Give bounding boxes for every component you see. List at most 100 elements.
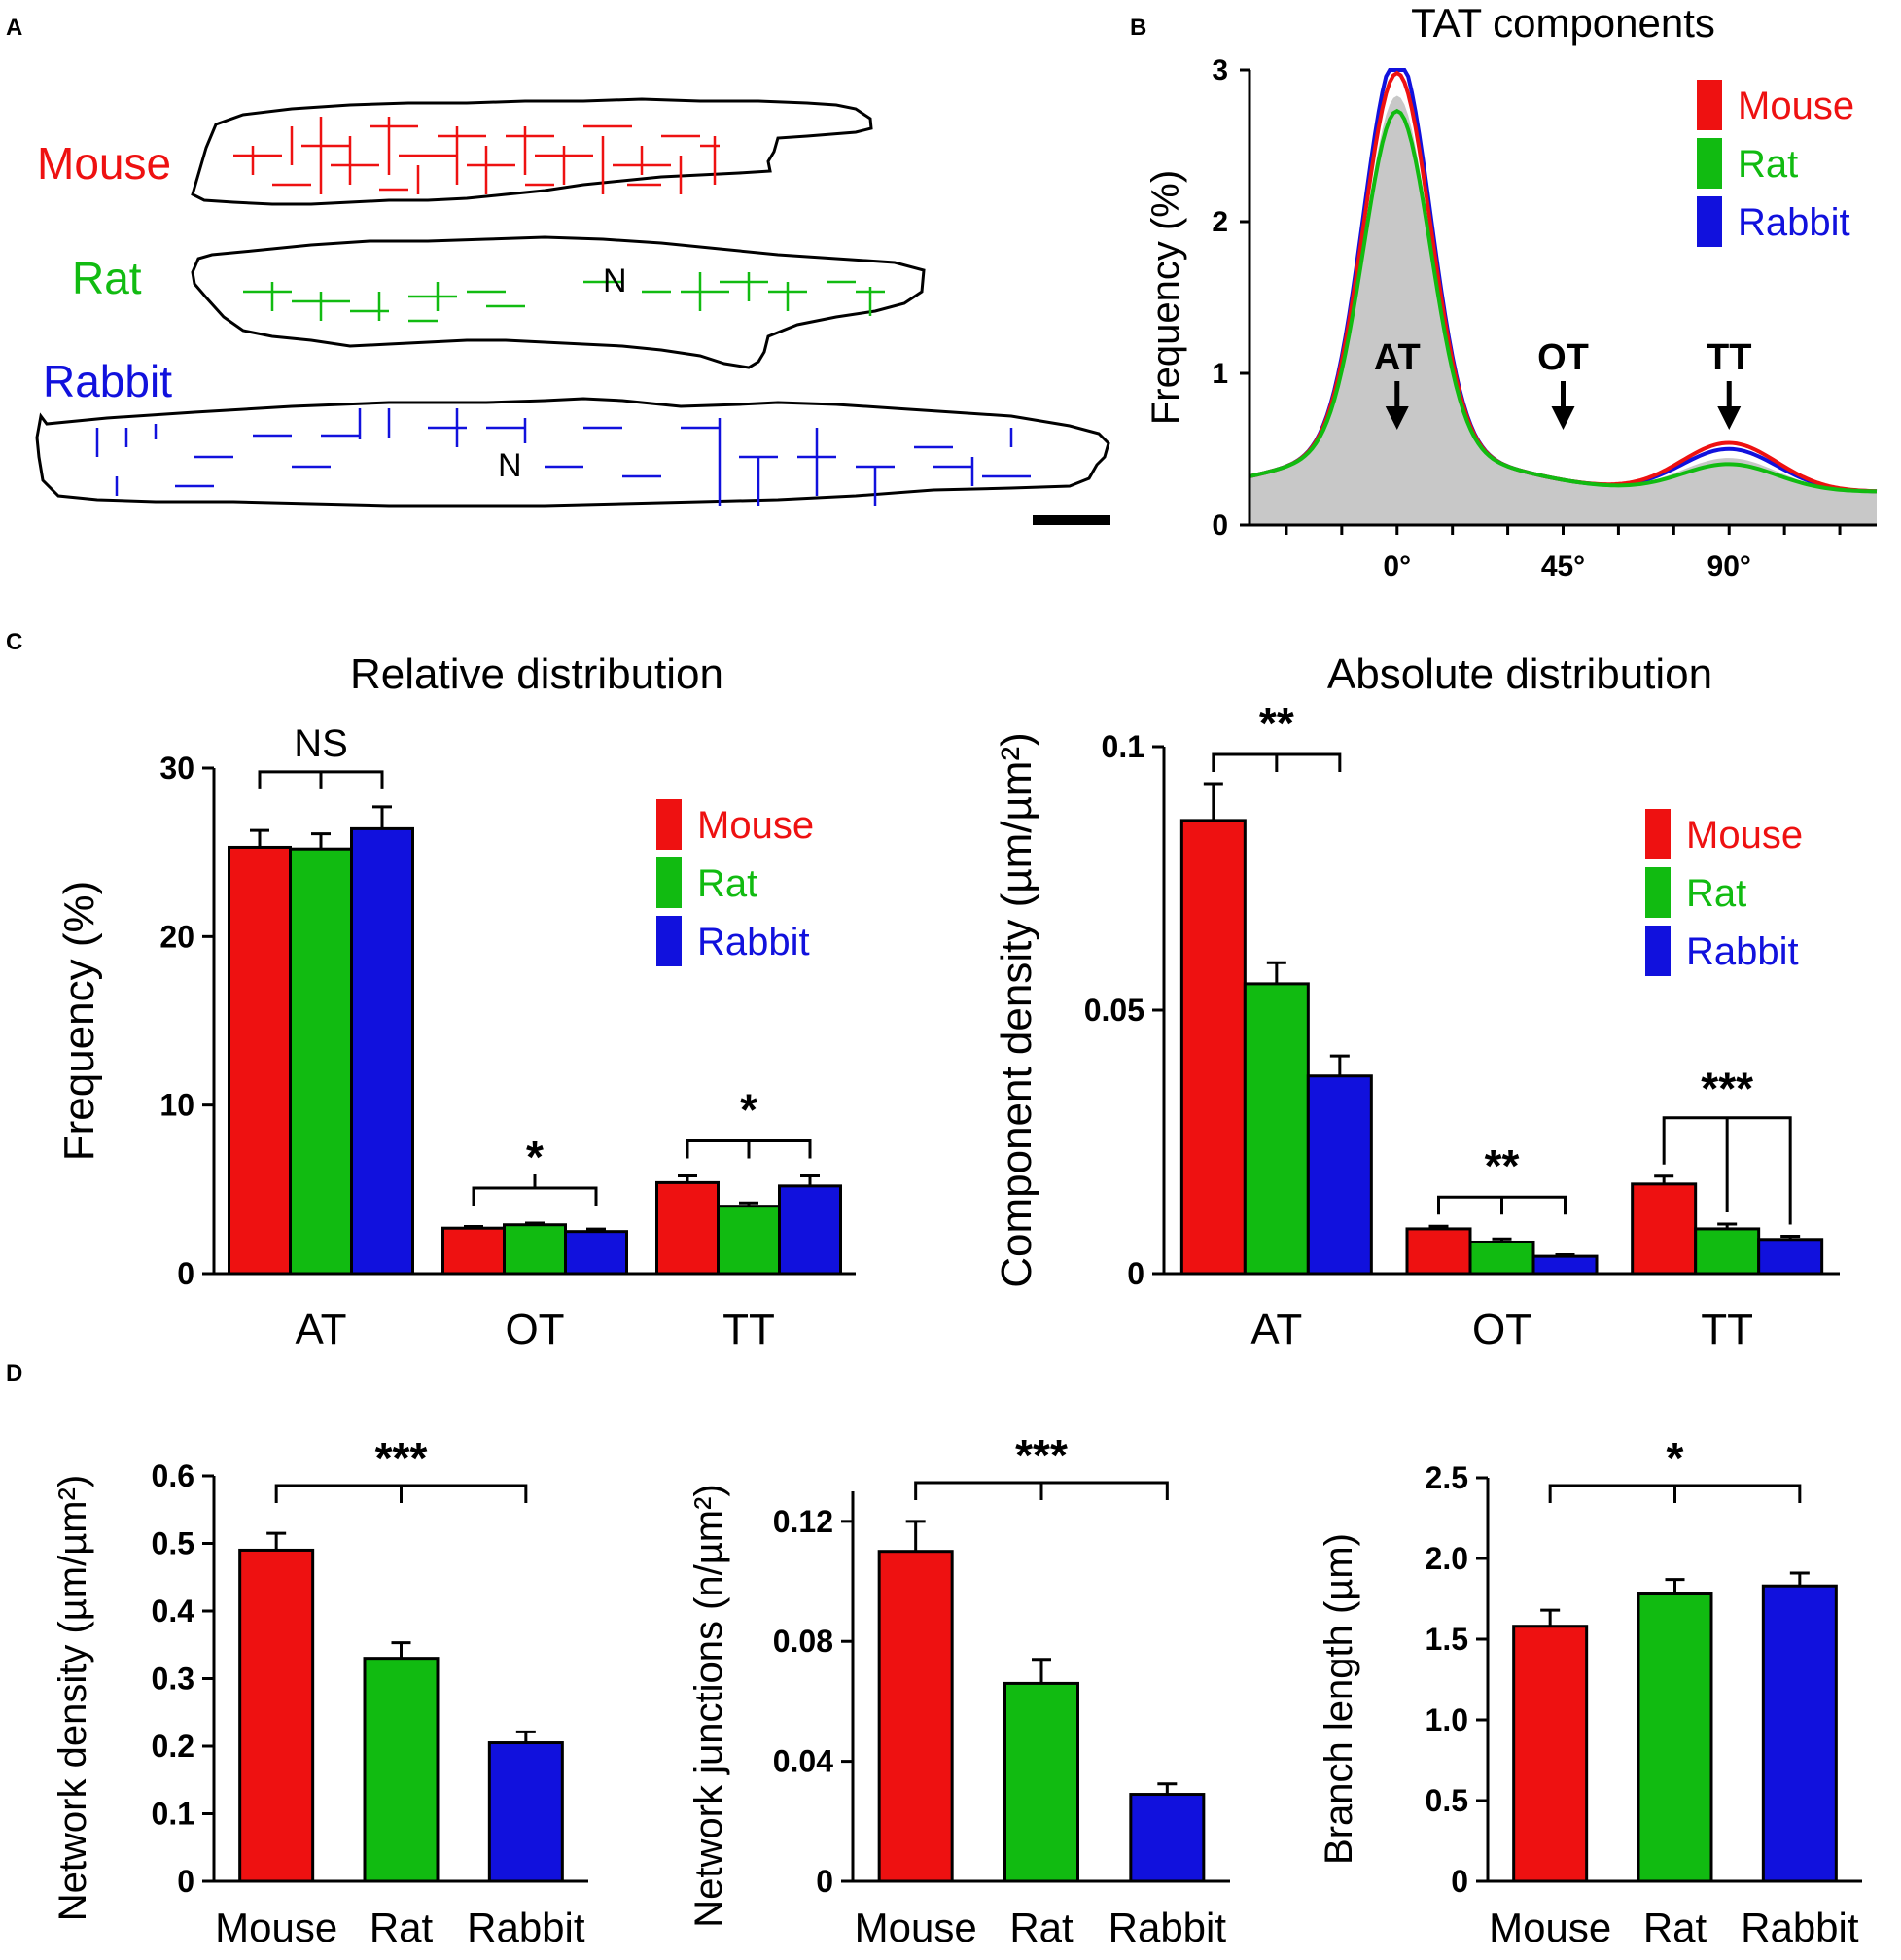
y-tick-label: 10 — [159, 1088, 194, 1123]
panel-letter-b: B — [1130, 15, 1146, 41]
y-tick-label: 0.5 — [152, 1526, 194, 1561]
chart-title: TAT components — [1411, 0, 1715, 46]
bar-rabbit — [1129, 1793, 1206, 1883]
arrow-head — [1385, 406, 1409, 430]
arrow-label-at: AT — [1374, 337, 1421, 378]
x-tick-label: OT — [505, 1306, 564, 1353]
tubule-network-rat — [243, 272, 885, 323]
y-tick-label: 0 — [1127, 1256, 1144, 1291]
y-tick-label: 0.1 — [152, 1797, 194, 1832]
bar-rabbit-at — [350, 826, 414, 1276]
y-tick-label: 0.04 — [773, 1744, 833, 1779]
x-tick-label: Rabbit — [1741, 1905, 1859, 1950]
significance-label: * — [526, 1132, 544, 1182]
bar-rat-ot — [503, 1223, 567, 1276]
legend-swatch-mouse — [1645, 809, 1671, 859]
significance-bracket — [1212, 752, 1342, 772]
bar-mouse-ot — [1405, 1227, 1472, 1276]
chart-network-density: Network density (µm/µm²) Mouse Rat Rabbit 0 0… — [52, 1433, 588, 1950]
panel-letter-a: A — [6, 15, 22, 41]
bar-rabbit-at — [1306, 1074, 1373, 1276]
y-tick-label: 2.5 — [1426, 1460, 1468, 1495]
y-tick-label: 0.3 — [152, 1662, 194, 1697]
tubule-network-rabbit — [95, 408, 1031, 506]
legend-label-rabbit: Rabbit — [697, 921, 810, 963]
legend-label-mouse: Mouse — [1738, 85, 1854, 127]
y-tick-label: 0 — [1212, 509, 1228, 542]
bar-rabbit-ot — [1531, 1254, 1599, 1276]
bar-mouse-ot — [441, 1226, 506, 1276]
significance-bracket — [914, 1481, 1169, 1500]
legend-label-rat: Rat — [1738, 143, 1798, 186]
y-tick-label: 1 — [1212, 358, 1228, 390]
legend-label-rat: Rat — [697, 862, 757, 905]
y-tick-label: 2.0 — [1426, 1541, 1468, 1576]
legend-swatch-rat — [1697, 138, 1722, 189]
y-axis-label: Branch length (µm) — [1318, 1533, 1360, 1865]
bar-mouse-tt — [1631, 1182, 1698, 1276]
x-tick-label: AT — [1250, 1306, 1302, 1353]
y-tick-label: 0 — [177, 1864, 194, 1899]
chart-branch-length: Branch length (µm) Mouse Rat Rabbit 0 0.5 1.0 1… — [1318, 1433, 1862, 1950]
bar-rat-ot — [1468, 1240, 1535, 1276]
y-tick-label: 0 — [177, 1256, 194, 1291]
x-tick-label: 90° — [1707, 550, 1751, 582]
x-tick-label: Rabbit — [1109, 1905, 1227, 1950]
legend-swatch-rat — [656, 858, 682, 908]
arrow-head — [1551, 406, 1575, 430]
legend-swatch-mouse — [656, 799, 682, 850]
arrow-head — [1717, 406, 1742, 430]
series-line-rat — [1249, 108, 1878, 494]
chart-absolute-distribution: Absolute distribution Component density (… — [993, 650, 1840, 1353]
bar-rabbit-tt — [1757, 1238, 1824, 1276]
legend-label-rat: Rat — [1686, 872, 1746, 915]
y-tick-label: 0.5 — [1426, 1783, 1468, 1818]
y-tick-label: 20 — [159, 919, 194, 954]
y-tick-label: 0.05 — [1084, 993, 1144, 1028]
y-tick-label: 3 — [1212, 54, 1228, 87]
y-tick-label: 1.0 — [1426, 1702, 1468, 1737]
bar-rat-tt — [1694, 1227, 1761, 1276]
significance-bracket — [1662, 1116, 1792, 1225]
bar-rabbit — [1761, 1584, 1838, 1883]
chart-title: Absolute distribution — [1327, 650, 1712, 698]
x-tick-label: TT — [722, 1306, 775, 1353]
x-tick-label: Mouse — [1489, 1905, 1611, 1950]
legend-label-rabbit: Rabbit — [1738, 201, 1850, 244]
bar-mouse-at — [1179, 819, 1247, 1276]
panel-letter-c: C — [6, 629, 22, 655]
cell-label-mouse: Mouse — [37, 138, 171, 189]
bar-rabbit — [487, 1741, 564, 1883]
chart-tat-components: TAT components Frequency (%) 0 1 2 3 0° 45° 90° A… — [1144, 0, 1878, 582]
y-axis-label: Network density (µm/µm²) — [52, 1475, 94, 1921]
significance-label: * — [1667, 1433, 1684, 1484]
y-tick-label: 30 — [159, 751, 194, 786]
significance-bracket — [258, 770, 384, 789]
y-tick-label: 0.4 — [152, 1593, 195, 1628]
legend-swatch-rabbit — [656, 916, 682, 966]
x-tick-label: AT — [296, 1306, 347, 1353]
bar-rabbit-ot — [564, 1230, 628, 1276]
chart-title: Relative distribution — [350, 650, 723, 698]
tubule-network-mouse — [233, 117, 720, 194]
x-tick-label: 0° — [1383, 550, 1411, 582]
scale-bar — [1033, 515, 1110, 525]
x-tick-label: Mouse — [855, 1905, 977, 1950]
y-tick-label: 0 — [816, 1864, 833, 1899]
legend-swatch-rabbit — [1697, 196, 1722, 247]
legend-swatch-rabbit — [1645, 926, 1671, 976]
bar-mouse — [877, 1550, 954, 1883]
cell-outline-rabbit — [35, 397, 1110, 508]
nucleus-label-rabbit: N — [498, 447, 522, 484]
legend-swatch-rat — [1645, 867, 1671, 918]
bar-rat — [1003, 1681, 1079, 1883]
distribution-area — [1250, 95, 1877, 526]
y-tick-label: 0.12 — [773, 1504, 833, 1539]
cell-outline-rat — [191, 235, 926, 369]
significance-label: *** — [375, 1433, 428, 1484]
x-tick-label: Rabbit — [467, 1905, 585, 1950]
bar-mouse — [238, 1548, 315, 1883]
bar-mouse-tt — [655, 1180, 720, 1276]
significance-label: * — [740, 1084, 757, 1135]
y-tick-label: 0.1 — [1102, 729, 1144, 764]
